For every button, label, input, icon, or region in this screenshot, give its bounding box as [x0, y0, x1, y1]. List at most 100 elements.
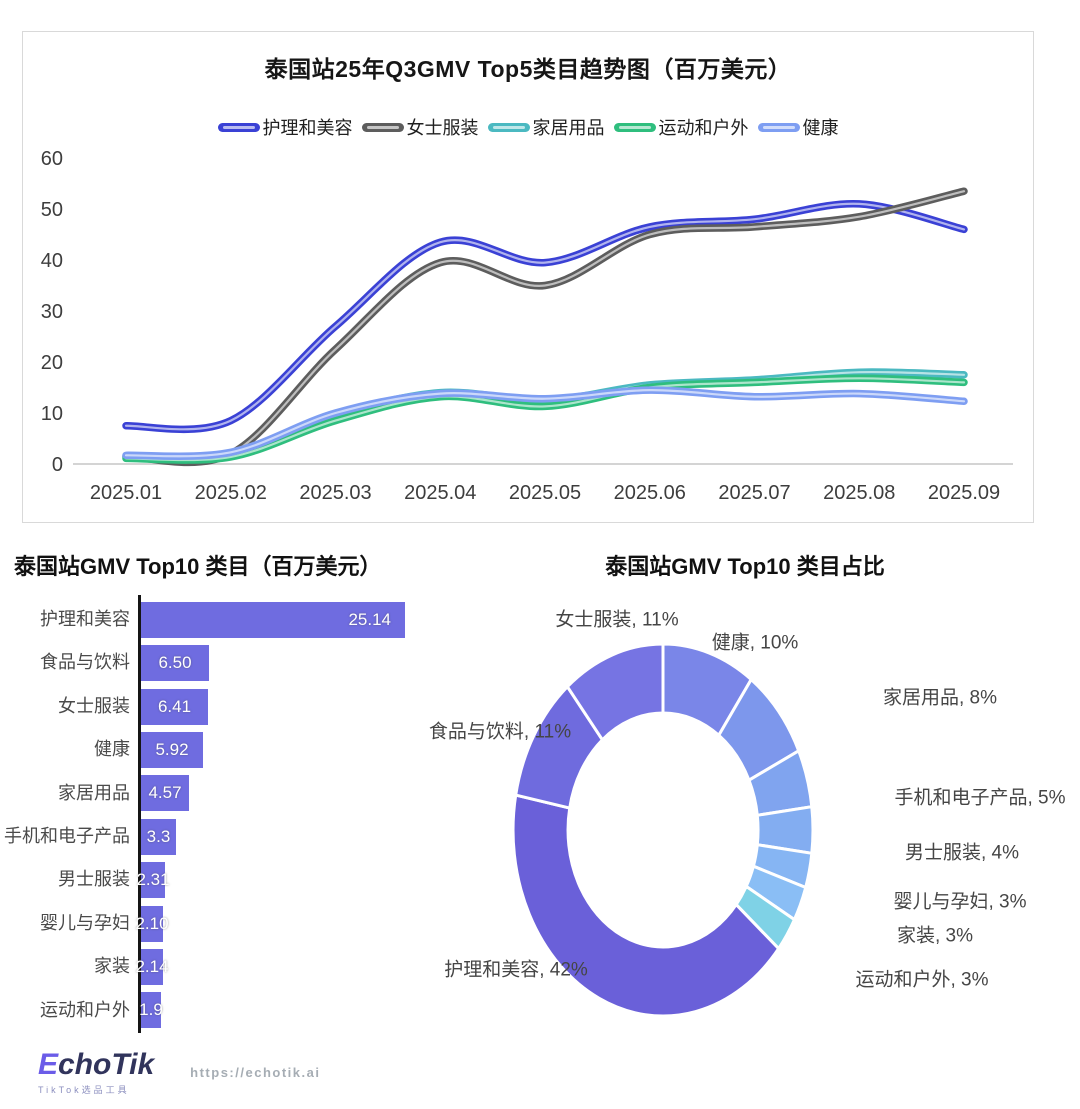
x-axis-tick: 2025.09: [928, 482, 1000, 504]
y-axis-tick: 20: [41, 352, 63, 374]
bar-row: 4.57: [141, 775, 189, 812]
legend-item-3[interactable]: 家居用品: [487, 114, 605, 140]
donut-chart-plot: [511, 642, 815, 1018]
bar-category-label: 婴儿与孕妇: [40, 912, 130, 933]
echotik-logo-text: EchoTik: [38, 1048, 154, 1082]
bar-value-label: 1.9: [139, 1000, 163, 1020]
bar-category-label: 运动和户外: [40, 999, 130, 1020]
y-axis-tick: 40: [41, 250, 63, 272]
echotik-url: https://echotik.ai: [190, 1064, 321, 1080]
donut-label: 手机和电子产品, 5%: [894, 787, 1066, 809]
donut-label: 家装, 3%: [896, 925, 974, 947]
bar-chart-title: 泰国站GMV Top10 类目（百万美元）: [14, 554, 382, 579]
donut-label: 家居用品, 8%: [882, 687, 998, 709]
donut-chart-panel: 泰国站GMV Top10 类目占比 健康, 10% 家居用品, 8% 手机和电子产品…: [410, 545, 1080, 1060]
trend-chart-plot: 0 10 20 30 40 50 60 2025.01 2025.02 2025.03 2025.0…: [41, 148, 1013, 504]
y-axis-tick: 10: [41, 403, 63, 425]
legend-item-5[interactable]: 健康: [757, 114, 839, 140]
bar-value-label: 4.57: [148, 783, 182, 803]
x-axis-tick: 2025.04: [404, 482, 476, 504]
donut-slice-10: [565, 642, 665, 742]
donut-label: 婴儿与孕妇, 3%: [893, 891, 1027, 913]
y-axis-tick: 30: [41, 301, 63, 323]
legend-item-label: 女士服装: [406, 118, 479, 138]
legend-item-1[interactable]: 护理和美容: [217, 114, 353, 140]
bar-value-label: 2.10: [135, 913, 169, 933]
donut-label: 运动和户外, 3%: [855, 969, 989, 991]
bar-row: 2.31: [136, 862, 170, 899]
bar-chart-axis-line: [138, 595, 141, 1033]
bar-chart-panel: 泰国站GMV Top10 类目（百万美元） 护理和美容 25.14 食品与饮料 6.5…: [0, 545, 440, 1055]
bar-category-label: 女士服装: [58, 695, 130, 716]
bar-row: 2.14: [135, 948, 169, 985]
trend-line-core-1: [124, 202, 966, 431]
legend-swatch-icon: [217, 122, 260, 132]
bar-row: 3.3: [141, 818, 176, 855]
legend-item-label: 运动和户外: [658, 118, 749, 138]
legend-item-label: 护理和美容: [262, 118, 353, 138]
donut-label: 男士服装, 4%: [904, 842, 1020, 864]
legend-item-label: 健康: [802, 118, 839, 138]
donut-label: 女士服装, 11%: [555, 609, 679, 631]
x-axis-tick: 2025.06: [614, 482, 686, 504]
legend-swatch-icon: [757, 122, 800, 132]
bar-value-label: 6.50: [158, 653, 192, 673]
donut-chart-title: 泰国站GMV Top10 类目占比: [605, 554, 885, 579]
trend-line-core-5: [124, 388, 966, 458]
bar-row: 2.10: [135, 905, 169, 942]
y-axis-tick: 60: [41, 148, 63, 170]
legend-item-2[interactable]: 女士服装: [361, 114, 479, 140]
bar-row: 6.50: [141, 645, 209, 682]
donut-slice-8: [511, 793, 781, 1018]
echotik-logo-rest: choTik: [58, 1048, 155, 1081]
trend-line-core-2: [124, 190, 966, 464]
bar-value-label: 2.14: [135, 956, 169, 976]
bar-value-label: 6.41: [157, 696, 192, 716]
bar-value-label: 5.92: [155, 739, 189, 759]
echotik-logo-letter-e: E: [38, 1048, 59, 1081]
bar-value-label: 25.14: [348, 609, 391, 629]
legend-swatch-core: [762, 125, 795, 129]
bar-row: 6.41: [141, 688, 208, 725]
x-axis-tick: 2025.05: [509, 482, 581, 504]
legend-item-4[interactable]: 运动和户外: [613, 114, 749, 140]
y-axis-tick: 0: [52, 454, 63, 476]
legend-swatch-icon: [613, 122, 656, 132]
trend-line-2: [122, 187, 968, 467]
trend-chart-legend: 护理和美容 女士服装 家居用品 运动和户外 健康: [23, 114, 1033, 140]
bar-category-label: 男士服装: [58, 869, 130, 890]
bar-row: 25.14: [141, 601, 405, 638]
legend-swatch-icon: [487, 122, 530, 132]
bar-value-label: 2.31: [136, 870, 170, 890]
x-axis-tick: 2025.01: [90, 482, 162, 504]
donut-label: 健康, 10%: [711, 632, 799, 654]
x-axis-tick: 2025.03: [299, 482, 371, 504]
donut-label: 食品与饮料, 11%: [428, 721, 572, 743]
trend-chart-card: 泰国站25年Q3GMV Top5类目趋势图（百万美元） 护理和美容 女士服装 家居用…: [22, 31, 1034, 523]
legend-swatch-core: [366, 125, 399, 129]
y-axis-tick: 50: [41, 199, 63, 221]
echotik-logo-tagline: TikTok选品工具: [38, 1085, 130, 1095]
bar-row: 1.9: [139, 992, 163, 1029]
legend-swatch-icon: [361, 122, 404, 132]
trend-chart-title: 泰国站25年Q3GMV Top5类目趋势图（百万美元）: [264, 56, 792, 82]
trend-line-core-4: [124, 377, 966, 462]
bar-category-label: 手机和电子产品: [4, 826, 130, 846]
bar-category-label: 护理和美容: [40, 609, 130, 629]
bar-category-label: 家居用品: [58, 782, 130, 803]
echotik-logo: EchoTik TikTok选品工具: [38, 1048, 154, 1096]
footer: EchoTik TikTok选品工具 https://echotik.ai: [38, 1048, 320, 1096]
bar-value-label: 3.3: [146, 826, 171, 846]
x-axis-tick: 2025.02: [195, 482, 267, 504]
legend-swatch-core: [222, 125, 255, 129]
bar-category-label: 家装: [94, 956, 130, 977]
bar-category-label: 健康: [94, 739, 130, 760]
legend-swatch-core: [618, 125, 651, 129]
x-axis-tick: 2025.07: [718, 482, 790, 504]
bar-category-label: 食品与饮料: [40, 652, 130, 673]
legend-item-label: 家居用品: [532, 118, 605, 138]
x-axis-tick: 2025.08: [823, 482, 895, 504]
legend-swatch-core: [492, 125, 525, 129]
bar-row: 5.92: [141, 731, 203, 768]
